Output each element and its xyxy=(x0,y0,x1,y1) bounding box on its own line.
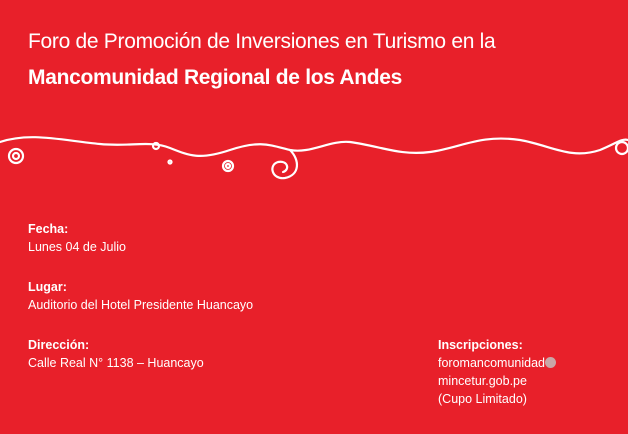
lugar-value: Auditorio del Hotel Presidente Huancayo xyxy=(28,298,254,312)
at-sign-icon xyxy=(545,357,557,368)
lugar-label: Lugar: xyxy=(28,280,67,294)
inscripciones-note: (Cupo Limitado) xyxy=(438,392,527,406)
fecha-section: Fecha: Lunes 04 de Julio xyxy=(28,220,126,256)
email-user: foromancomunidad xyxy=(438,356,546,370)
direccion-section: Dirección: Calle Real N° 1138 – Huancayo xyxy=(28,336,204,372)
title-line-1: Foro de Promoción de Inversiones en Turi… xyxy=(28,30,496,53)
fecha-value: Lunes 04 de Julio xyxy=(28,240,126,254)
fecha-label: Fecha: xyxy=(28,222,69,236)
lugar-section: Lugar: Auditorio del Hotel Presidente Hu… xyxy=(28,278,253,314)
inscripciones-section: Inscripciones: foromancomunidad mincetur.… xyxy=(438,336,628,408)
email-link[interactable]: foromancomunidad mincetur.gob.pe xyxy=(438,354,628,390)
inscripciones-label: Inscripciones: xyxy=(438,338,523,352)
email-domain: mincetur.gob.pe xyxy=(438,374,527,388)
title-line-2: Mancomunidad Regional de los Andes xyxy=(28,66,403,89)
decorative-swirl-line xyxy=(0,136,628,180)
direccion-label: Dirección: xyxy=(28,338,90,352)
direccion-value: Calle Real N° 1138 – Huancayo xyxy=(28,356,204,370)
